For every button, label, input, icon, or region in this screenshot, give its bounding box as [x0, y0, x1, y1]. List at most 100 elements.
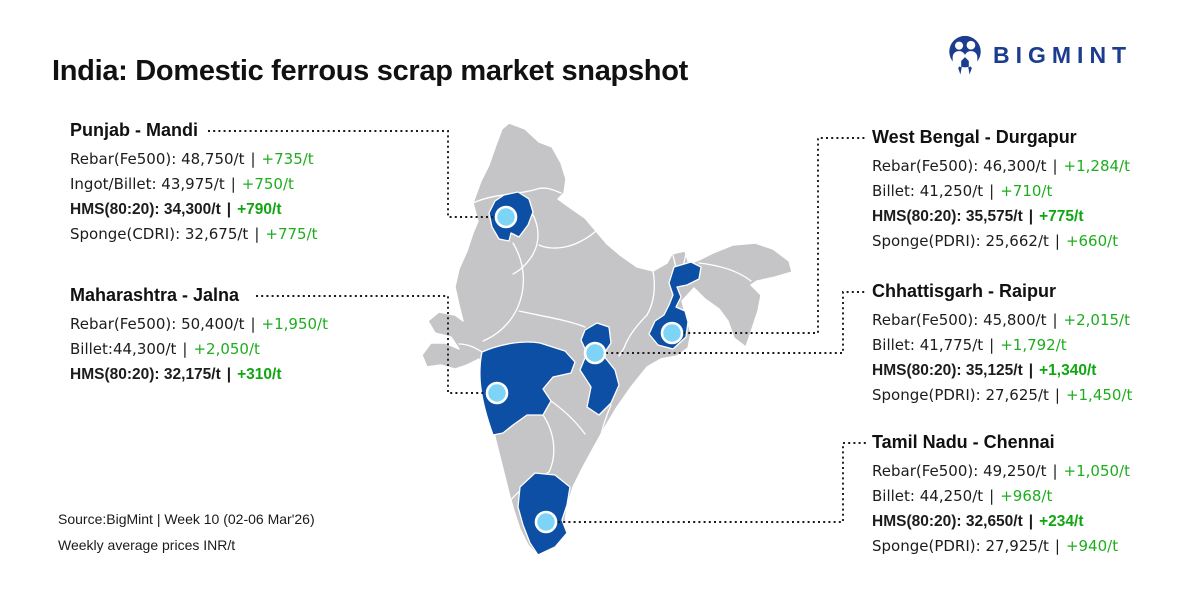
price-change: +775/t — [265, 225, 318, 243]
commodity-label: Billet — [872, 336, 910, 354]
separator: | — [1054, 386, 1060, 404]
price-value: 48,750/t — [181, 150, 245, 168]
region-title: West Bengal - Durgapur — [872, 127, 1077, 147]
price-rows: Rebar(Fe500): 50,400/t | +1,950/t Billet:44… — [70, 312, 328, 387]
price-value: 46,300/t — [983, 157, 1047, 175]
price-value: 44,250/t — [919, 487, 984, 505]
price-row: Rebar(Fe500): 46,300/t | +1,284/t — [872, 154, 1130, 179]
label-joiner: : — [171, 150, 182, 168]
label-joiner: : — [975, 386, 986, 404]
price-row: HMS(80:20): 35,575/t | +775/t — [872, 204, 1130, 229]
price-basis-note: Weekly average prices INR/t — [58, 537, 236, 553]
separator: | — [989, 182, 995, 200]
label-joiner: : — [107, 340, 113, 358]
separator: | — [1052, 311, 1058, 329]
price-value: 35,575/t — [965, 208, 1023, 225]
price-value: 34,300/t — [163, 201, 221, 218]
separator: | — [1054, 232, 1060, 250]
price-row: HMS(80:20): 32,175/t | +310/t — [70, 362, 328, 387]
price-row: HMS(80:20): 35,125/t | +1,340/t — [872, 358, 1132, 383]
separator: | — [1052, 462, 1058, 480]
label-joiner: : — [973, 462, 984, 480]
price-change: +660/t — [1065, 232, 1119, 250]
price-row: Billet: 41,250/t | +710/t — [872, 179, 1130, 204]
price-value: 45,800/t — [983, 311, 1047, 329]
price-change: +710/t — [1000, 182, 1053, 200]
label-joiner: : — [909, 336, 920, 354]
label-joiner: : — [956, 513, 966, 530]
price-change: +790/t — [237, 201, 282, 218]
commodity-label: Billet — [872, 182, 910, 200]
price-value: 50,400/t — [181, 315, 245, 333]
separator: | — [989, 336, 995, 354]
price-row: Billet: 41,775/t | +1,792/t — [872, 333, 1132, 358]
region-card-punjab: Punjab - Mandi Rebar(Fe500): 48,750/t | +7… — [70, 119, 318, 247]
state-tamil-nadu — [517, 472, 571, 556]
separator: | — [182, 340, 188, 358]
region-title: Chhattisgarh - Raipur — [872, 281, 1057, 301]
price-value: 43,975/t — [161, 175, 225, 193]
region-title: Maharashtra - Jalna — [70, 285, 240, 305]
commodity-label: HMS(80:20) — [872, 513, 957, 530]
commodity-label: Billet — [70, 340, 108, 358]
separator: | — [226, 366, 232, 383]
price-row: Rebar(Fe500): 50,400/t | +1,950/t — [70, 312, 328, 337]
region-card-tamil-nadu: Tamil Nadu - Chennai Rebar(Fe500): 49,25… — [872, 431, 1130, 559]
price-row: Billet: 44,250/t | +968/t — [872, 484, 1130, 509]
commodity-label: Rebar(Fe500) — [70, 315, 172, 333]
commodity-label: Rebar(Fe500) — [872, 311, 974, 329]
price-rows: Rebar(Fe500): 48,750/t | +735/t Ingot/Bille… — [70, 147, 318, 247]
price-row: Sponge(CDRI): 32,675/t | +775/t — [70, 222, 318, 247]
commodity-label: Ingot/Billet — [70, 175, 152, 193]
price-value: 27,625/t — [985, 386, 1049, 404]
price-row: Rebar(Fe500): 45,800/t | +2,015/t — [872, 308, 1132, 333]
price-rows: Rebar(Fe500): 46,300/t | +1,284/t Billet: 4… — [872, 154, 1130, 254]
price-value: 41,250/t — [919, 182, 984, 200]
price-change: +1,284/t — [1063, 157, 1130, 175]
region-card-maharashtra: Maharashtra - Jalna Rebar(Fe500): 50,400… — [70, 284, 328, 387]
price-change: +234/t — [1039, 513, 1084, 530]
price-value: 35,125/t — [965, 362, 1023, 379]
commodity-label: Rebar(Fe500) — [872, 157, 974, 175]
separator: | — [226, 201, 232, 218]
region-card-chhattisgarh: Chhattisgarh - Raipur Rebar(Fe500): 45,8… — [872, 280, 1132, 408]
label-joiner: : — [175, 225, 185, 243]
label-joiner: : — [171, 315, 182, 333]
label-joiner: : — [975, 232, 986, 250]
separator: | — [1028, 208, 1034, 225]
commodity-label: Billet — [872, 487, 910, 505]
commodity-label: Sponge(PDRI) — [872, 537, 976, 555]
separator: | — [254, 225, 260, 243]
bigmint-logo: BIGMINT — [948, 34, 1132, 76]
price-change: +1,450/t — [1065, 386, 1133, 404]
label-joiner: : — [975, 537, 986, 555]
label-joiner: : — [956, 208, 966, 225]
commodity-label: Rebar(Fe500) — [70, 150, 172, 168]
price-rows: Rebar(Fe500): 49,250/t | +1,050/t Billet: 4… — [872, 459, 1130, 559]
commodity-label: Sponge(PDRI) — [872, 386, 976, 404]
price-change: +1,950/t — [261, 315, 328, 333]
price-value: 44,300/t — [112, 340, 177, 358]
price-value: 25,662/t — [985, 232, 1049, 250]
price-row: HMS(80:20): 34,300/t | +790/t — [70, 197, 318, 222]
price-row: Billet:44,300/t | +2,050/t — [70, 337, 328, 362]
separator: | — [250, 150, 256, 168]
price-change: +940/t — [1065, 537, 1119, 555]
region-title: Tamil Nadu - Chennai — [872, 432, 1055, 452]
price-change: +775/t — [1039, 208, 1084, 225]
bigmint-logo-icon — [949, 35, 981, 75]
price-value: 49,250/t — [983, 462, 1047, 480]
page-title: India: Domestic ferrous scrap market sna… — [52, 55, 688, 87]
price-row: Rebar(Fe500): 48,750/t | +735/t — [70, 147, 318, 172]
price-value: 27,925/t — [985, 537, 1049, 555]
price-value: 41,775/t — [919, 336, 984, 354]
bigmint-logo-text: BIGMINT — [993, 41, 1133, 68]
label-joiner: : — [909, 182, 920, 200]
separator: | — [1052, 157, 1058, 175]
price-change: +968/t — [1000, 487, 1053, 505]
separator: | — [1028, 362, 1034, 379]
label-joiner: : — [151, 175, 162, 193]
commodity-label: HMS(80:20) — [872, 362, 957, 379]
price-change: +1,050/t — [1063, 462, 1130, 480]
